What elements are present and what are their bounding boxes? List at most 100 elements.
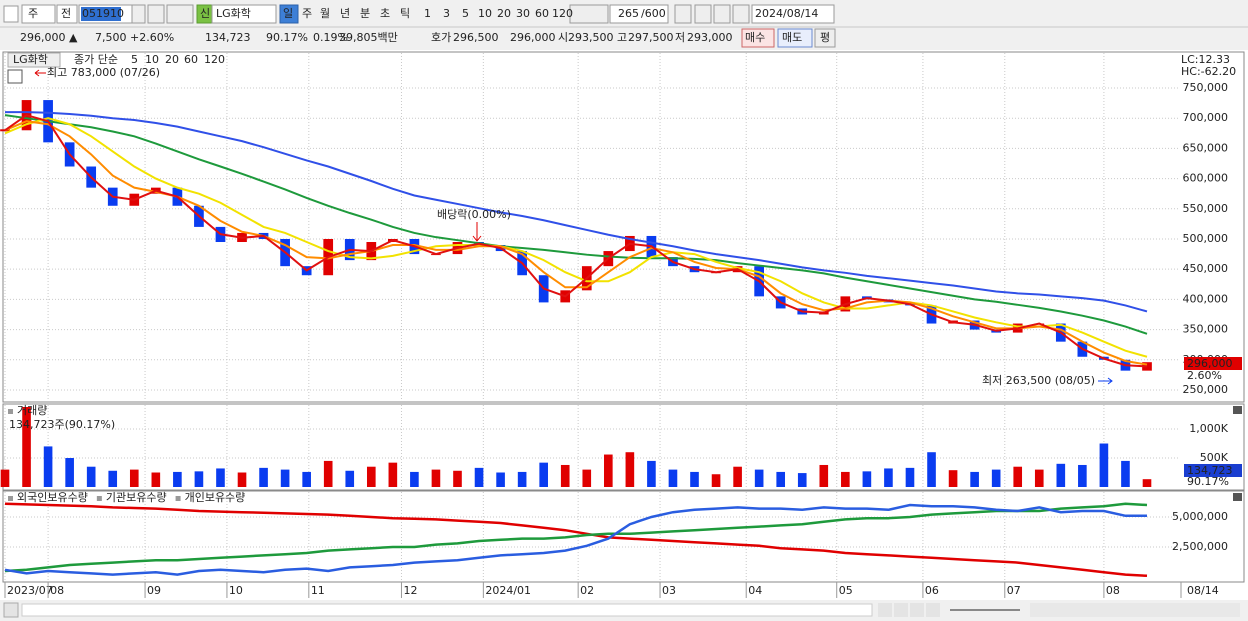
- name-box: [211, 4, 277, 24]
- sell-button[interactable]: [777, 28, 813, 48]
- volume-bar: [927, 452, 936, 487]
- x-tick-label: 08: [1106, 584, 1120, 597]
- minute-button[interactable]: 120: [552, 7, 573, 20]
- volume-bar: [841, 471, 850, 487]
- nav-button[interactable]: [894, 603, 908, 617]
- minute-button[interactable]: 5: [462, 7, 469, 20]
- code-dropdown[interactable]: [131, 4, 146, 24]
- volume-bar: [711, 474, 721, 487]
- volume-bar: [582, 469, 592, 487]
- info-text: 고: [617, 31, 627, 44]
- interval-button[interactable]: 주: [302, 7, 312, 20]
- interval-selected[interactable]: [279, 4, 299, 24]
- y-tick-label: 250,000: [1183, 383, 1229, 396]
- x-tick-label: 07: [1007, 584, 1021, 597]
- volume-bar: [862, 471, 872, 487]
- panel-close[interactable]: [1233, 406, 1242, 414]
- last-volume: 134,723: [1187, 464, 1233, 477]
- interval-button[interactable]: 분: [360, 7, 370, 20]
- info-text: 매도: [782, 31, 802, 44]
- y-tick-label: 550,000: [1183, 202, 1229, 215]
- y-tick-label: 1,000K: [1189, 422, 1228, 435]
- interval-button[interactable]: 일: [283, 6, 293, 20]
- sound-button[interactable]: [166, 4, 194, 24]
- volume-bar: [86, 466, 96, 487]
- x-tick-label: 11: [311, 584, 325, 597]
- x-tick-label: 05: [839, 584, 853, 597]
- combo[interactable]: [569, 4, 609, 24]
- y-tick-label: 650,000: [1183, 141, 1229, 154]
- tool-icon[interactable]: [674, 4, 692, 24]
- nav-button[interactable]: [926, 603, 940, 617]
- x-tick-label: 2023/07: [7, 584, 53, 597]
- info-text: 297,500: [628, 31, 674, 44]
- icon-button[interactable]: [3, 5, 19, 23]
- volume-bar: [647, 460, 656, 487]
- settings-icon[interactable]: [732, 4, 750, 24]
- minute-button[interactable]: 1: [424, 7, 431, 20]
- x-tick-label: 06: [925, 584, 939, 597]
- volume-bar: [668, 469, 678, 487]
- volume-bar: [302, 471, 311, 487]
- volume-bar: [1056, 463, 1066, 487]
- y-tick-label: 700,000: [1183, 111, 1229, 124]
- code-selected: [81, 7, 121, 21]
- search-button[interactable]: [147, 4, 165, 24]
- x-tick-label: 12: [403, 584, 417, 597]
- minute-button[interactable]: 10: [478, 7, 492, 20]
- annotation-arrow: [34, 69, 46, 77]
- legend-entry: 120: [204, 53, 225, 66]
- avg-button[interactable]: [814, 28, 836, 48]
- holding-line: [4, 503, 1147, 576]
- interval-button[interactable]: 틱: [400, 7, 410, 20]
- legend-label: 종가 단순: [74, 53, 118, 66]
- period-combo[interactable]: [21, 4, 56, 24]
- market-button[interactable]: [56, 4, 78, 24]
- volume-bar: [194, 471, 204, 487]
- tool-icon[interactable]: [694, 4, 712, 24]
- toolbar-text: 주: [28, 7, 38, 20]
- info-text: 호가: [431, 31, 451, 44]
- volume-bar: [625, 452, 635, 487]
- volume-bar: [1078, 464, 1087, 487]
- interval-button[interactable]: 년: [340, 7, 350, 20]
- panel-icon[interactable]: [7, 69, 23, 84]
- scroll-left[interactable]: [3, 602, 19, 618]
- volume-bar: [108, 470, 118, 487]
- x-tick-label: 02: [580, 584, 594, 597]
- scroll-track[interactable]: [21, 603, 873, 617]
- tool-strip[interactable]: [1030, 603, 1240, 617]
- annotation: 최저 263,500 (08/05): [982, 374, 1095, 387]
- interval-button[interactable]: 월: [320, 7, 330, 20]
- panel-close[interactable]: [1233, 493, 1242, 501]
- save-icon[interactable]: [713, 4, 731, 24]
- date-box[interactable]: [751, 4, 835, 24]
- info-text: +2.60%: [130, 31, 174, 44]
- holding-line: [4, 502, 1148, 578]
- nav-button[interactable]: [910, 603, 924, 617]
- volume-bar: [604, 454, 613, 487]
- ma-line: [4, 117, 1148, 358]
- minute-button[interactable]: 60: [535, 7, 549, 20]
- x-tick-label: 08: [50, 584, 64, 597]
- interval-button[interactable]: 초: [380, 7, 390, 20]
- y-tick-label: 500K: [1200, 451, 1229, 464]
- volume-bar: [22, 407, 31, 487]
- minute-button[interactable]: 3: [443, 7, 450, 20]
- zoom-slider[interactable]: [950, 609, 1020, 611]
- chart-name: LG화학: [13, 53, 48, 66]
- volume-bar: [65, 458, 74, 487]
- volume-bar: [129, 469, 139, 487]
- volume-bar: [1099, 443, 1109, 487]
- minute-button[interactable]: 20: [497, 7, 511, 20]
- volume-bar: [560, 464, 570, 487]
- toolbar-text: 신: [200, 7, 210, 20]
- minute-button[interactable]: 30: [516, 7, 530, 20]
- nav-button[interactable]: [878, 603, 892, 617]
- volume-bar: [345, 470, 355, 487]
- legend-swatch: [8, 496, 13, 501]
- buy-button[interactable]: [741, 28, 775, 48]
- volume-bar: [539, 462, 548, 487]
- x-tick-label: 2024/01: [485, 584, 531, 597]
- last-price-box: [1184, 357, 1242, 370]
